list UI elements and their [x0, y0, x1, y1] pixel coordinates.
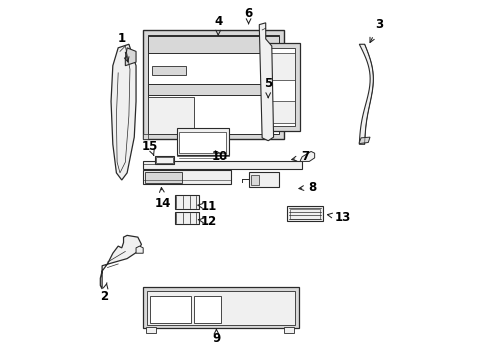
Bar: [147, 291, 295, 325]
Text: 12: 12: [198, 215, 218, 228]
Bar: [148, 97, 194, 134]
Bar: [148, 84, 279, 95]
Text: 14: 14: [155, 188, 171, 210]
Text: 9: 9: [212, 329, 220, 346]
Polygon shape: [100, 235, 142, 289]
Bar: [143, 161, 302, 169]
Polygon shape: [111, 44, 136, 180]
Text: 11: 11: [198, 200, 218, 213]
Text: 4: 4: [214, 14, 222, 35]
Text: 2: 2: [100, 283, 108, 303]
Bar: [251, 175, 259, 185]
Polygon shape: [359, 137, 370, 144]
Bar: [150, 296, 192, 323]
Polygon shape: [125, 48, 136, 66]
Bar: [267, 53, 295, 80]
Bar: [146, 327, 156, 333]
Text: 3: 3: [370, 18, 383, 42]
Bar: [143, 30, 284, 139]
Bar: [290, 209, 320, 219]
Bar: [143, 287, 298, 328]
Bar: [145, 172, 182, 183]
Bar: [152, 66, 186, 75]
Bar: [248, 172, 279, 187]
Bar: [148, 36, 279, 53]
Polygon shape: [359, 44, 373, 144]
Text: 1: 1: [118, 32, 129, 62]
Text: 13: 13: [327, 211, 351, 224]
Text: 15: 15: [142, 140, 159, 156]
Text: 5: 5: [264, 77, 272, 98]
Text: 8: 8: [299, 181, 317, 194]
Text: 10: 10: [212, 150, 228, 163]
Polygon shape: [136, 246, 143, 253]
Bar: [156, 157, 173, 163]
Bar: [267, 102, 295, 123]
Circle shape: [234, 296, 262, 324]
Bar: [179, 132, 226, 153]
Polygon shape: [259, 23, 273, 141]
Polygon shape: [300, 152, 315, 161]
Text: 6: 6: [245, 8, 253, 24]
Bar: [148, 35, 279, 134]
Bar: [155, 156, 174, 164]
Bar: [284, 327, 294, 333]
Bar: [174, 212, 199, 224]
Bar: [177, 128, 229, 155]
Bar: [143, 170, 231, 184]
Bar: [262, 43, 300, 131]
Bar: [194, 296, 221, 323]
Bar: [267, 48, 295, 126]
Bar: [287, 206, 323, 221]
Text: 7: 7: [292, 150, 310, 163]
Polygon shape: [143, 134, 148, 139]
Bar: [174, 195, 199, 208]
